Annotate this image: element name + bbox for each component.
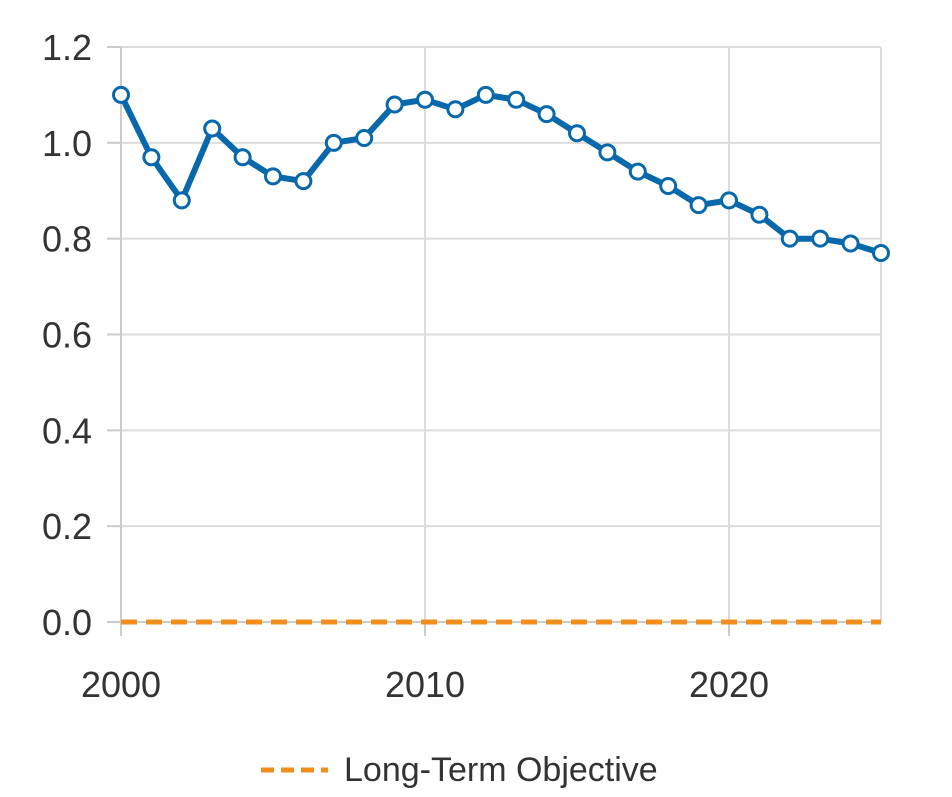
data-point [507,90,526,109]
legend-label-long-term-objective: Long-Term Objective [344,751,658,789]
data-point [476,85,495,104]
data-point [750,205,769,224]
data-point [416,90,434,109]
y-tick-label: 0.2 [42,506,92,547]
data-point [628,162,647,181]
data-point [233,148,252,167]
data-point [324,133,343,152]
data-point [446,100,465,119]
data-point [385,95,404,114]
x-tick-label: 2000 [81,664,161,705]
y-tick-label: 0.6 [42,315,92,356]
data-point [264,167,282,186]
y-tick-label: 1.2 [42,27,92,68]
data-point [780,229,799,248]
data-point [294,172,313,191]
data-point [720,191,738,210]
data-point [872,244,890,263]
legend: Long-Term Objective [261,751,658,789]
y-tick-label: 0.4 [42,410,92,451]
data-point [203,119,222,138]
x-tick-label: 2020 [689,664,769,705]
data-point [172,191,191,210]
data-point [355,129,374,148]
y-tick-label: 0.8 [42,219,92,260]
data-point [537,105,556,124]
grid-lines [121,46,882,622]
data-point [568,124,586,143]
y-tick-label: 1.0 [42,123,92,164]
series-layer [112,85,890,625]
x-tick-label: 2010 [385,664,465,705]
data-point [142,148,161,167]
data-point [112,85,130,104]
data-point [659,176,678,195]
data-point [598,143,617,162]
series-line-main [118,91,882,256]
data-point [689,196,708,215]
data-point [811,229,830,248]
y-tick-label: 0.0 [42,602,92,643]
data-point [841,234,860,253]
axes: 0.0 0.2 0.4 0.6 0.8 1.0 1.2 2000 2010 2020 [42,27,881,705]
